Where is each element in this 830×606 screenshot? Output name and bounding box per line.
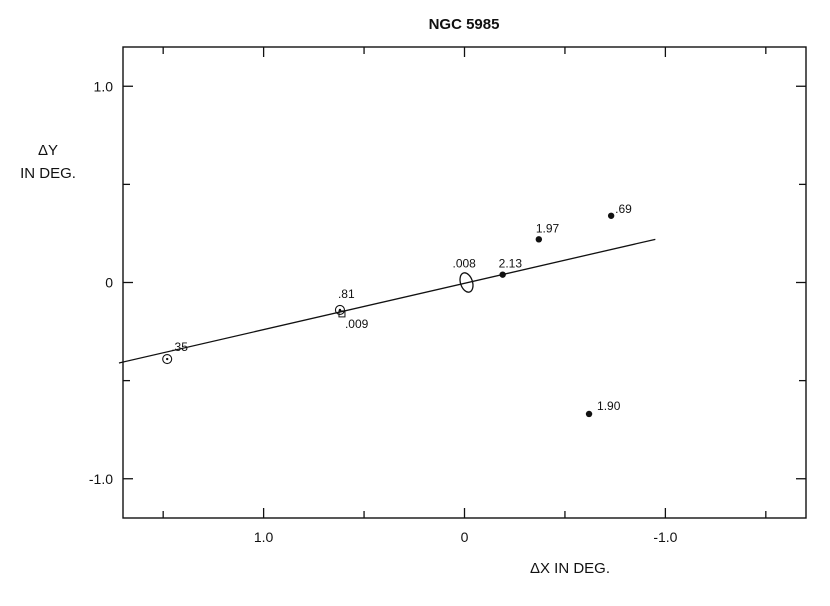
axis-ticks	[123, 47, 806, 518]
data-point-open-circle	[162, 353, 173, 365]
data-point-label: .35	[171, 340, 188, 354]
data-point-center-dot	[165, 357, 169, 361]
y-axis-label-line1: ΔY	[38, 142, 58, 159]
data-point-label: .81	[338, 287, 355, 301]
y-tick-label: 0	[105, 275, 113, 291]
plot-frame	[122, 46, 807, 519]
data-point-filled	[585, 410, 593, 418]
data-point-ellipse	[459, 272, 474, 293]
data-point-square	[338, 310, 346, 318]
y-tick-label: 1.0	[94, 78, 114, 94]
data-point-filled	[535, 236, 543, 243]
fit-line-group	[118, 238, 656, 364]
x-tick-label: 0	[461, 529, 469, 545]
data-point-filled	[499, 271, 506, 278]
chart-title: NGC 5985	[429, 16, 500, 33]
y-axis-label-line2: IN DEG.	[20, 165, 76, 182]
data-point-filled	[607, 212, 615, 219]
data-point-label: .69	[615, 202, 632, 216]
data-points: .35 .81 .009 .008 2.13 1.97 .69 1.90	[162, 202, 632, 418]
data-point-label: .008	[453, 257, 477, 271]
y-tick-label: -1.0	[89, 471, 113, 487]
fit-line	[118, 238, 656, 364]
data-point-open-circle	[334, 304, 346, 316]
data-point-label: 2.13	[499, 257, 523, 271]
x-axis-label: ΔX IN DEG.	[530, 560, 610, 577]
x-tick-label: 1.0	[254, 529, 274, 545]
data-point-label: 1.90	[597, 399, 621, 413]
data-point-label: 1.97	[536, 221, 560, 235]
x-tick-label: -1.0	[653, 529, 677, 545]
tick-labels: 1.0 0 -1.0 1.0 0 -1.0	[89, 78, 678, 545]
data-point-label: .009	[345, 317, 369, 331]
